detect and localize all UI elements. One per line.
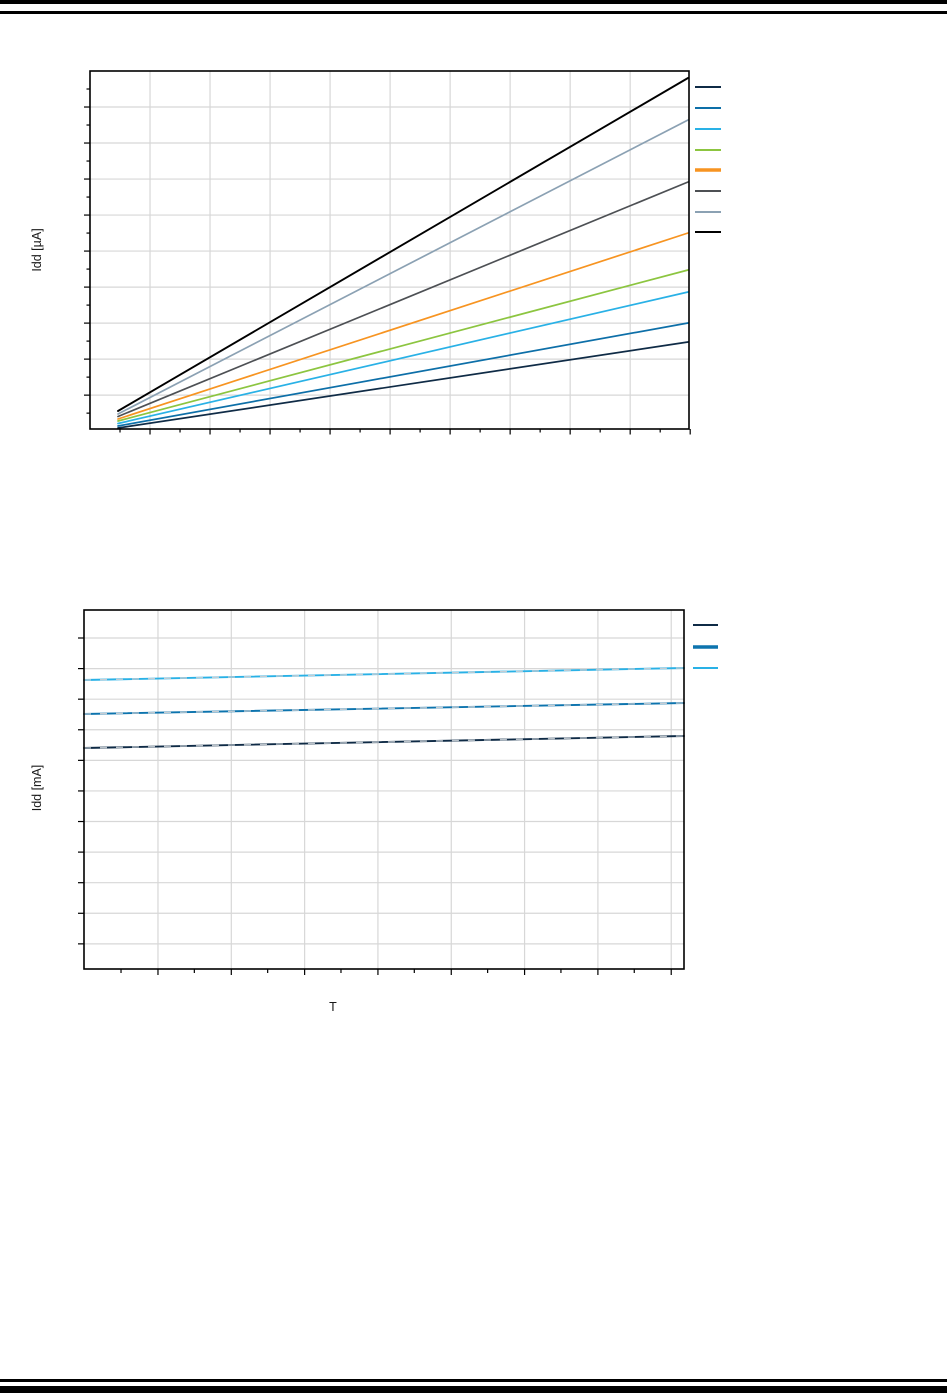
series-2-blue-overlay <box>83 702 685 715</box>
chart1-y-axis-label: Idd [µA] <box>30 228 44 272</box>
gridlines <box>84 610 684 969</box>
series-6-cyan <box>117 291 689 425</box>
series-4-orange <box>117 232 689 420</box>
series-lines <box>117 77 689 429</box>
plot-area <box>84 70 691 435</box>
series-7-blue <box>117 322 689 427</box>
plot-area <box>78 609 685 975</box>
series-lines <box>83 667 685 749</box>
legend <box>693 624 718 669</box>
gridlines <box>90 71 689 429</box>
chart2-y-axis-label: Idd [mA] <box>30 764 44 812</box>
series-1-cyan-overlay <box>83 667 685 681</box>
legend <box>695 86 721 233</box>
top-rule-thick <box>0 0 947 4</box>
bottom-rule-thick <box>0 1386 947 1393</box>
series-5-green <box>117 269 689 422</box>
axis-ticks <box>78 637 672 975</box>
series-3-darkgray <box>117 181 689 418</box>
series-2-blue <box>83 702 685 715</box>
series-2-lightgray <box>117 119 689 415</box>
chart2-x-axis-label: T <box>329 1000 337 1014</box>
axis-ticks <box>84 88 691 435</box>
series-3-navy <box>83 735 685 749</box>
plot-frame <box>83 609 685 970</box>
series-1-cyan <box>83 667 685 681</box>
chart1-plot <box>84 70 721 435</box>
series-1-black <box>117 77 689 412</box>
series-3-navy-overlay <box>83 735 685 749</box>
chart2-plot <box>78 609 718 975</box>
series-8-navy <box>117 341 689 429</box>
bottom-rule-thin <box>0 1379 947 1382</box>
top-rule-thin <box>0 11 947 14</box>
plot-frame <box>89 70 690 430</box>
